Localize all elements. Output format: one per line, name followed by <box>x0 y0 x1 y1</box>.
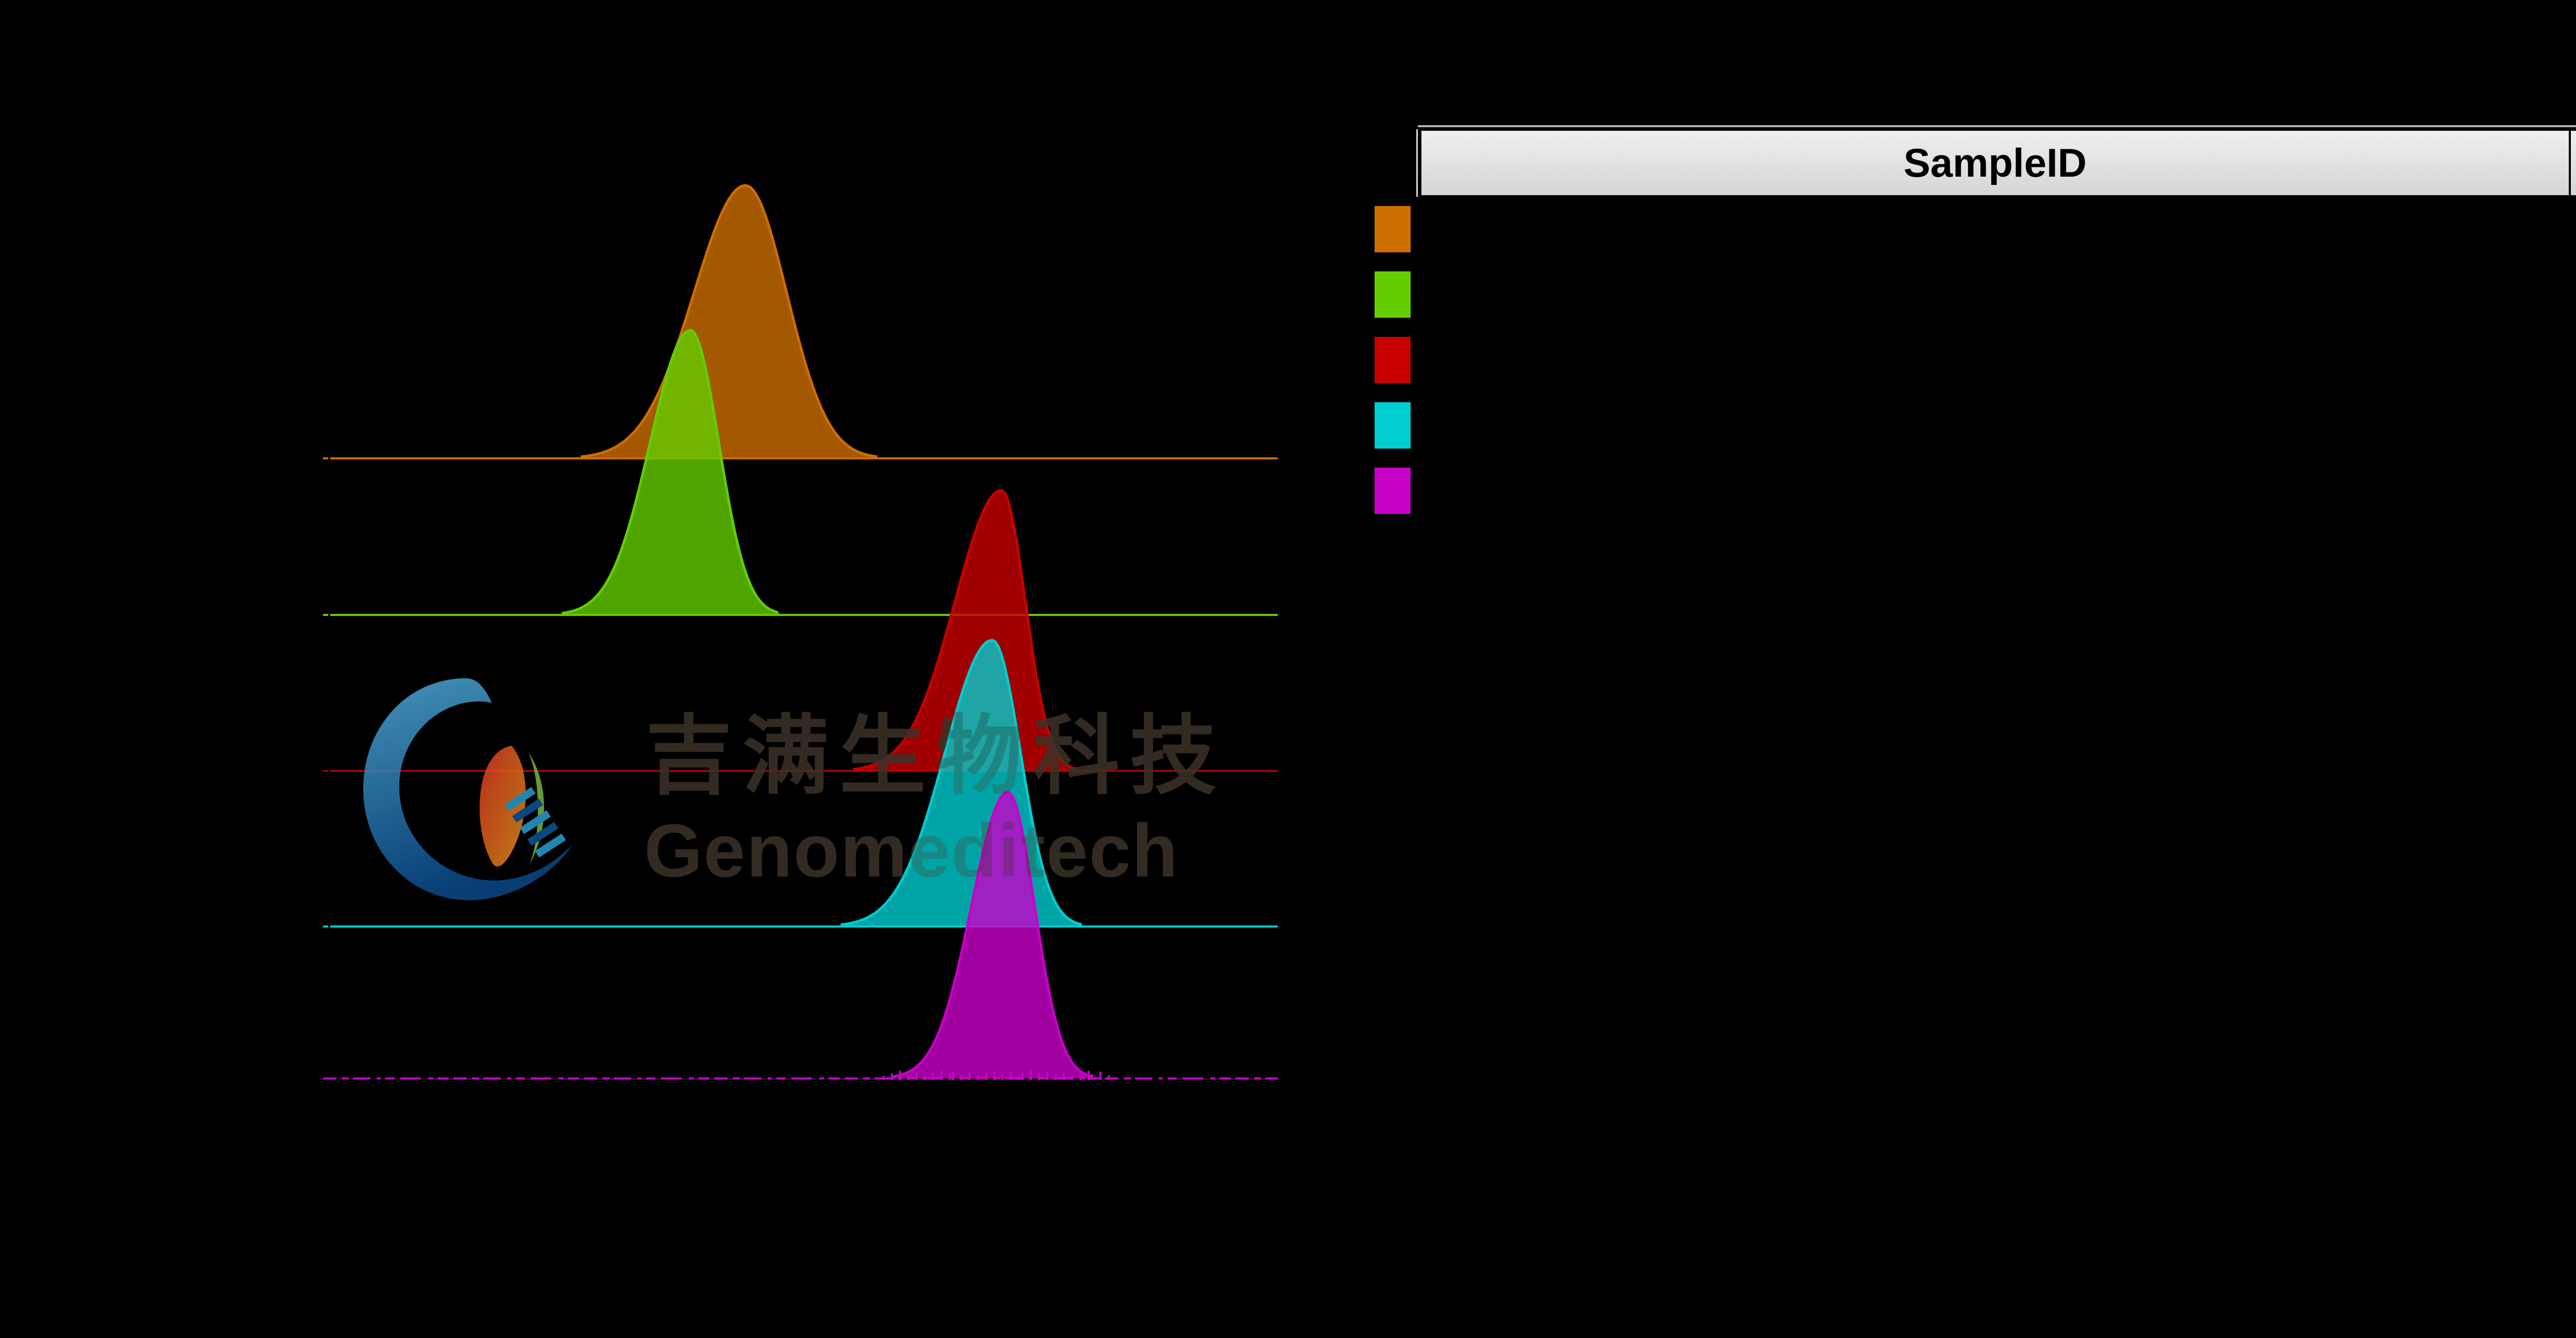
histogram-fill-2 <box>562 330 781 615</box>
histogram-outline-5 <box>892 791 1094 1078</box>
legend-swatch-5 <box>1375 468 1411 514</box>
histogram-outline-2 <box>562 329 779 615</box>
legend-swatch-2 <box>1375 271 1411 318</box>
column-header-sampleid: SampleID <box>1903 140 2087 185</box>
results-table-header: SampleID Geometric Mean : FL11-H <box>1420 129 2576 197</box>
table-left-highlight <box>1416 129 1418 197</box>
table-top-border <box>1418 125 2576 127</box>
histogram-fill-3 <box>853 490 1078 771</box>
histogram-outline-4 <box>840 639 1082 927</box>
histogram-outline-3 <box>853 489 1076 771</box>
column-header-geometric-mean: Geometric Mean : FL11-H <box>2569 131 2576 195</box>
legend-swatch-1 <box>1375 206 1411 252</box>
legend-swatch-4 <box>1375 402 1411 449</box>
histogram-outline-1 <box>580 184 878 458</box>
legend-swatch-3 <box>1375 337 1411 383</box>
histogram-fill-5 <box>892 792 1094 1078</box>
histogram-fill-1 <box>581 185 877 459</box>
